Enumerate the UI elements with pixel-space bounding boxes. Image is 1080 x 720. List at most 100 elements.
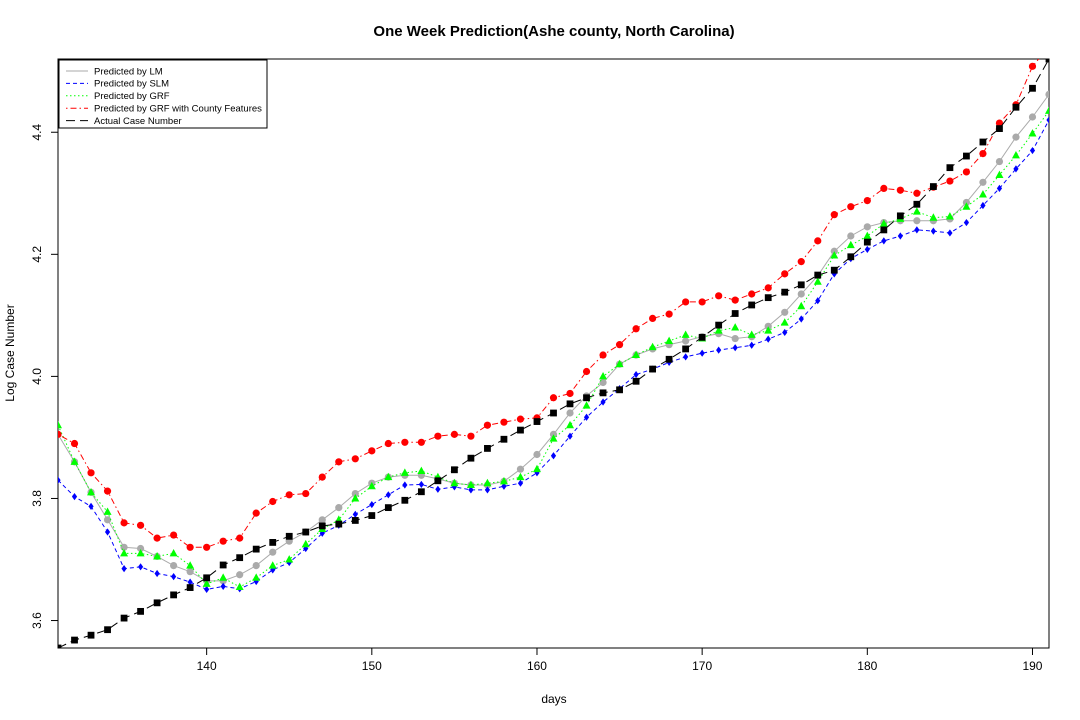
data-point: [450, 478, 459, 487]
data-point: [897, 232, 903, 240]
data-point: [252, 573, 261, 581]
data-point: [731, 323, 740, 331]
data-point: [797, 301, 806, 310]
data-point: [782, 328, 788, 337]
data-point: [912, 207, 921, 215]
data-point: [335, 458, 343, 466]
data-point: [417, 438, 425, 446]
data-point: [582, 367, 591, 376]
data-point: [549, 394, 558, 402]
data-point: [103, 507, 112, 515]
data-point: [302, 489, 310, 498]
data-point: [830, 266, 838, 274]
data-point: [368, 512, 376, 519]
data-point: [351, 517, 359, 524]
data-point: [369, 500, 375, 509]
data-point: [466, 480, 475, 489]
data-point: [698, 298, 706, 306]
data-point: [682, 337, 690, 345]
data-point: [846, 240, 855, 249]
data-point: [814, 237, 822, 245]
data-point: [204, 585, 210, 594]
data-point: [268, 561, 277, 569]
data-point: [1011, 151, 1020, 159]
data-point: [682, 298, 690, 306]
data-point: [401, 496, 409, 504]
data-point: [236, 571, 244, 579]
data-point: [170, 562, 178, 570]
data-point: [186, 561, 195, 569]
data-point: [220, 582, 226, 590]
data-point: [402, 481, 408, 489]
data-point: [731, 334, 739, 343]
data-point: [980, 201, 986, 210]
x-tick-label: 140: [197, 659, 217, 673]
data-point: [153, 599, 161, 607]
data-point: [1028, 113, 1037, 121]
data-point: [516, 415, 525, 423]
data-point: [136, 544, 145, 553]
data-point: [566, 389, 574, 398]
data-point: [732, 344, 738, 352]
data-point: [716, 346, 722, 354]
data-point: [252, 509, 260, 517]
data-point: [1029, 146, 1036, 155]
legend-label: Predicted by GRF with County Features: [94, 104, 262, 115]
data-point: [1012, 133, 1020, 141]
data-point: [71, 636, 78, 644]
data-point: [813, 277, 822, 285]
y-tick-label: 4.4: [30, 124, 44, 141]
data-point: [748, 290, 756, 298]
data-point: [847, 232, 855, 240]
data-point: [1029, 84, 1036, 92]
data-point: [269, 539, 277, 546]
data-point: [946, 164, 954, 172]
data-point: [335, 504, 343, 512]
data-point: [567, 432, 573, 440]
chart-title: One Week Prediction(Ashe county, North C…: [373, 23, 734, 40]
data-point: [400, 468, 409, 476]
data-point: [87, 469, 95, 477]
series-predicted-by-grf-with-county-features: [58, 59, 1040, 551]
legend-label: Predicted by GRF: [94, 91, 170, 102]
data-point: [913, 189, 921, 197]
data-point: [434, 432, 442, 440]
data-point: [797, 258, 805, 266]
data-point: [58, 476, 61, 484]
y-axis: 3.6 3.8 4.0 4.2 4.4: [30, 124, 58, 629]
y-tick-label: 3.8: [30, 490, 44, 507]
data-point: [417, 488, 425, 496]
data-point: [830, 211, 838, 219]
data-point: [615, 341, 624, 349]
data-point: [764, 284, 772, 292]
data-point: [87, 631, 95, 639]
data-point: [533, 450, 541, 459]
data-point: [219, 561, 227, 569]
data-point: [715, 321, 723, 329]
data-point: [351, 455, 359, 463]
data-point: [483, 478, 492, 487]
data-point: [103, 516, 112, 524]
data-point: [979, 178, 987, 186]
data-point: [698, 333, 706, 341]
x-tick-label: 150: [362, 659, 382, 673]
data-point: [203, 543, 211, 551]
data-point: [863, 231, 872, 240]
data-point: [945, 212, 954, 220]
data-point: [88, 502, 94, 510]
x-tick-label: 160: [527, 659, 547, 673]
data-point: [58, 430, 62, 438]
series-actual-case-number: [58, 59, 1049, 648]
data-point: [748, 301, 756, 309]
data-point: [582, 401, 591, 409]
data-point: [749, 341, 755, 349]
data-point: [995, 119, 1004, 127]
series-predicted-by-lm: [58, 90, 1049, 585]
data-point: [516, 472, 525, 481]
data-point: [1046, 116, 1049, 124]
data-point: [550, 409, 557, 417]
data-point: [235, 582, 244, 590]
legend-item-predicted-by-grf-with-county-features: Predicted by GRF with County Features: [66, 104, 262, 115]
data-point: [352, 510, 358, 518]
x-tick-label: 190: [1022, 659, 1042, 673]
